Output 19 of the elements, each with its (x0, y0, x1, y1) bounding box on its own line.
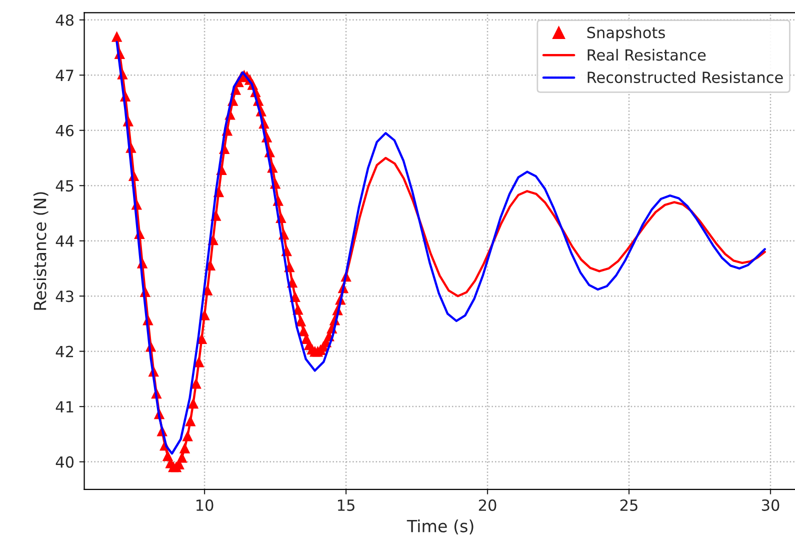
x-tick-label: 20 (478, 499, 496, 511)
legend-label: Reconstructed Resistance (588, 71, 783, 84)
y-tick-label: 46 (56, 124, 74, 136)
y-tick-label: 43 (56, 290, 74, 302)
y-tick-label: 40 (56, 456, 74, 468)
x-tick-label: 25 (620, 499, 638, 511)
y-tick-label: 47 (56, 70, 74, 81)
y-tick-label: 42 (56, 346, 74, 358)
x-tick-label: 15 (338, 500, 354, 511)
y-tick-label: 41 (56, 401, 74, 412)
y-tick-label: 45 (56, 180, 74, 192)
x-tick-label: 10 (196, 499, 214, 511)
y-axis-title: Resistance (N) (33, 192, 48, 310)
x-axis-title: Time (s) (406, 519, 474, 534)
y-tick-label: 44 (56, 236, 74, 247)
x-tick-label: 30 (762, 499, 780, 511)
legend-label: Snapshots (587, 26, 665, 42)
y-tick-label: 48 (56, 14, 74, 26)
legend-label: Real Resistance (588, 48, 706, 61)
